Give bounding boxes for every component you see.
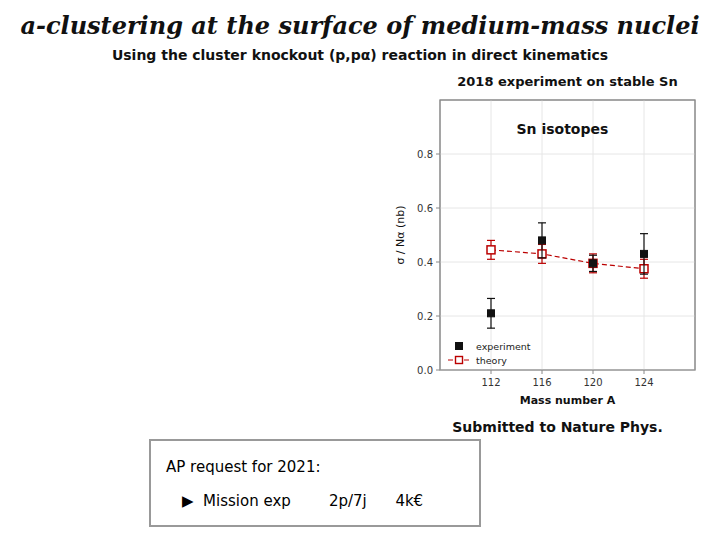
legend-label: theory: [476, 355, 507, 366]
point: [539, 237, 546, 244]
legend-label: experiment: [476, 341, 531, 352]
legend: experiment theory: [448, 341, 531, 366]
grid-line: [491, 100, 492, 370]
error-bar: [589, 254, 597, 273]
tick: [436, 370, 440, 371]
tick-label: 116: [532, 377, 551, 388]
tick: [644, 370, 645, 374]
box-text: ▶ Mission exp 2p/7j 4k€: [182, 492, 423, 510]
grid-line: [440, 316, 695, 317]
title: a-clustering at the surface of medium-ma…: [20, 11, 699, 40]
submitted-text: Submitted to Nature Phys.: [452, 419, 663, 435]
grid-line: [542, 100, 543, 370]
error-cap: [487, 240, 495, 241]
tick-label: 0.4: [417, 257, 433, 268]
plot-border: [440, 100, 695, 370]
tick: [436, 208, 440, 209]
error-cap: [589, 253, 597, 254]
grid-line: [440, 154, 695, 155]
error-cap: [487, 298, 495, 299]
experiment-label: 2018 experiment on stable Sn: [457, 74, 677, 89]
tick-label: 0.2: [417, 311, 433, 322]
error-bar: [538, 223, 546, 258]
grid-line: [440, 262, 695, 263]
error-cap: [589, 255, 597, 256]
tick: [542, 370, 543, 374]
legend-marker: [456, 357, 463, 364]
tick-label: 0.6: [417, 203, 433, 214]
error-cap: [589, 272, 597, 273]
point: [589, 259, 597, 267]
point: [488, 310, 495, 317]
tick: [491, 370, 492, 374]
error-cap: [589, 271, 597, 272]
subtitle: Using the cluster knockout (p,pα) reacti…: [112, 47, 608, 63]
data-group: [487, 223, 648, 328]
error-bar: [640, 234, 648, 275]
error-cap: [640, 278, 648, 279]
tick-label: 120: [583, 377, 602, 388]
error-bar: [487, 298, 495, 328]
error-cap: [538, 222, 546, 223]
tick-label: 0.8: [417, 149, 433, 160]
error-cap: [487, 259, 495, 260]
point: [590, 260, 597, 267]
error-bar: [487, 240, 495, 259]
plot-frame: [440, 100, 695, 370]
y-label: σ / Nα (nb): [394, 205, 407, 264]
tick-label: 124: [634, 377, 653, 388]
point: [641, 250, 648, 257]
tick: [436, 262, 440, 263]
point: [487, 246, 495, 254]
tick: [436, 316, 440, 317]
series-line: [491, 250, 644, 269]
x-label: Mass number A: [520, 394, 616, 407]
tick: [593, 370, 594, 374]
grid-line: [593, 100, 594, 370]
plot-label: Sn isotopes: [517, 121, 609, 137]
request-box: [150, 440, 480, 526]
error-cap: [538, 257, 546, 258]
error-cap: [538, 263, 546, 264]
tick-label: 112: [481, 377, 500, 388]
grid-line: [644, 100, 645, 370]
chart: a-clustering at the surface of medium-ma…: [0, 0, 720, 540]
tick: [436, 154, 440, 155]
grid-line: [440, 208, 695, 209]
box-text: AP request for 2021:: [166, 458, 320, 476]
error-cap: [487, 328, 495, 329]
error-cap: [640, 233, 648, 234]
legend-marker: [456, 343, 463, 350]
error-bar: [589, 255, 597, 271]
tick-label: 0.0: [417, 365, 433, 376]
error-cap: [640, 274, 648, 275]
